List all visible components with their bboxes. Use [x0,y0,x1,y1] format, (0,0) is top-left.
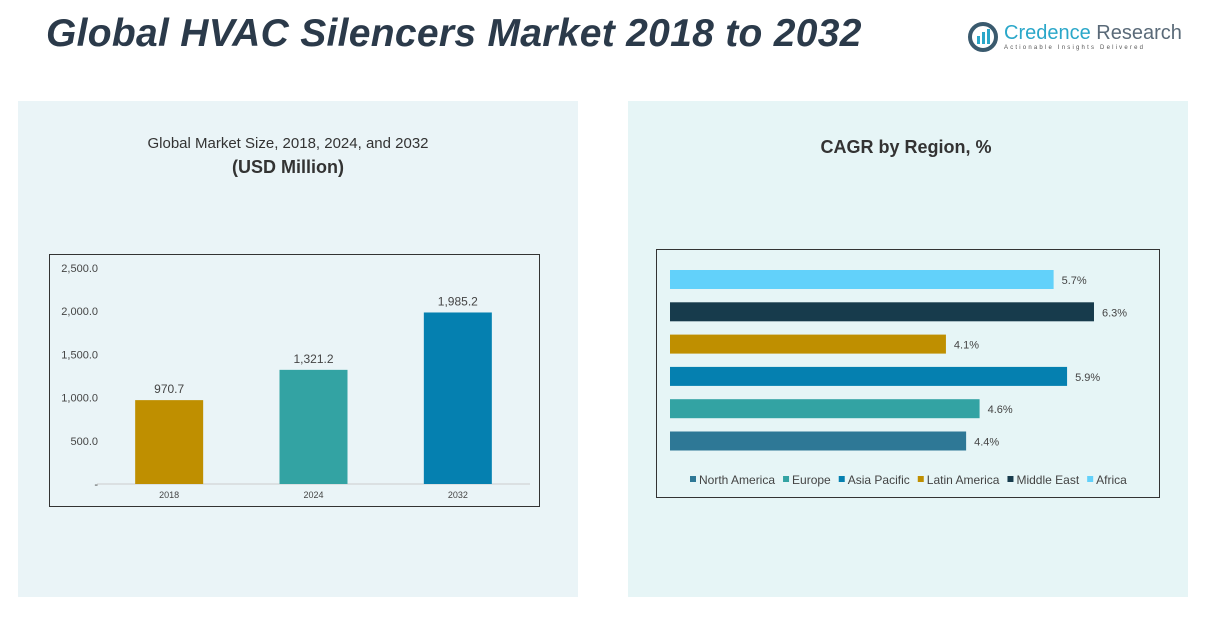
chart-subtitle: (USD Million) [232,157,344,177]
data-label: 5.7% [1062,275,1087,287]
legend-item: North America [699,473,775,487]
bar-north-america [670,431,967,451]
chart-title: Global Market Size, 2018, 2024, and 2032 [147,135,429,152]
logo-name-1: Credence [1004,22,1091,44]
market-size-panel: Global Market Size, 2018, 2024, and 2032… [18,101,578,597]
bar-asia-pacific [670,366,1068,386]
data-label: 1,321.2 [293,352,333,366]
y-tick-label: 500.0 [70,436,98,448]
bar-latin-america [670,334,946,354]
legend-item: Africa [1096,473,1127,487]
data-label: 1,985.2 [438,294,478,308]
legend-swatch [838,476,845,482]
bar-2024 [279,369,348,484]
x-tick-label: 2032 [448,490,468,500]
logo-name-2: Research [1096,22,1182,44]
data-label: 970.7 [154,382,184,396]
legend-swatch [690,476,696,482]
cagr-chart: 5.7% 6.3% 4.1% 5.9% 4.6% 4.4% North America Eur… [656,249,1160,498]
legend-item: Europe [792,473,831,487]
legend-swatch [917,476,924,482]
legend-swatch [783,476,790,482]
credence-logo: Credence Research Actionable Insights De… [968,22,1182,52]
logo-tagline: Actionable Insights Delivered [1004,45,1146,51]
y-tick-label: 2,500.0 [61,263,98,275]
y-tick-label: 1,000.0 [61,393,98,405]
logo-icon [968,22,998,52]
bar-2018 [135,400,204,484]
data-label: 4.1% [954,340,979,352]
data-label: 4.4% [974,437,999,449]
data-label: 6.3% [1102,307,1127,319]
page-title: Global HVAC Silencers Market 2018 to 203… [46,12,862,55]
bar-middle-east [670,302,1094,322]
data-label: 5.9% [1075,372,1100,384]
bar-africa [670,270,1054,289]
bar-2032 [423,312,492,484]
y-tick-label: 2,000.0 [61,306,98,318]
legend-swatch [1007,476,1014,482]
legend-swatch [1087,476,1094,482]
market-size-chart: - 500.0 1,000.0 1,500.0 2,000.0 2,500.0 970.7 2… [49,254,540,507]
x-tick-label: 2024 [303,490,323,500]
cagr-panel: CAGR by Region, % 5.7% 6.3% 4.1% 5.9% 4.6% 4.… [628,101,1188,597]
y-tick-label: 1,500.0 [61,349,98,361]
legend-item: Middle East [1016,473,1079,487]
data-label: 4.6% [988,404,1013,416]
legend-item: Latin America [927,473,1000,487]
chart-title: CAGR by Region, % [820,137,992,157]
legend-item: Asia Pacific [848,473,910,487]
y-tick-label: - [94,479,98,491]
x-tick-label: 2018 [159,490,179,500]
bar-europe [670,399,980,419]
